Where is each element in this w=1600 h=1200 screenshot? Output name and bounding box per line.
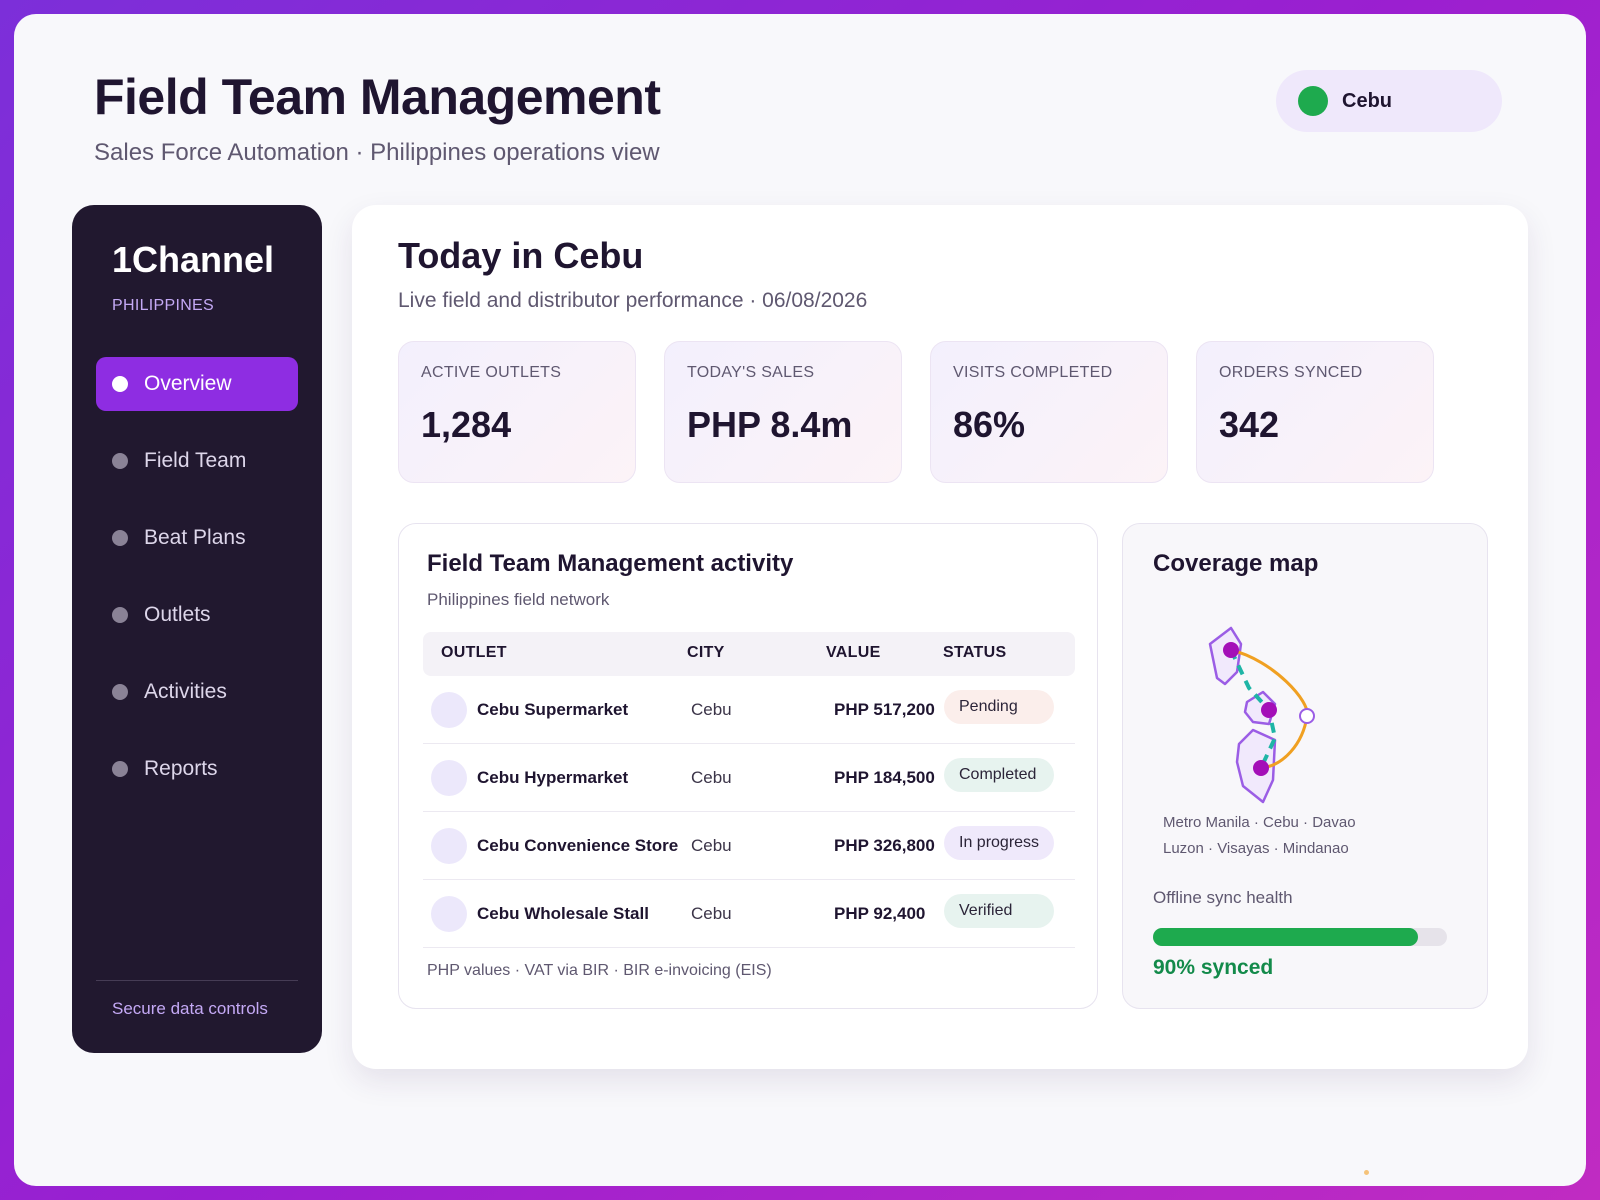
bullet-icon [112, 761, 128, 777]
city: Cebu [691, 904, 732, 923]
page-subtitle: Sales Force Automation · Philippines ope… [94, 139, 660, 166]
kpi-value: PHP 8.4m [687, 404, 853, 445]
sidebar-item-label: Outlets [144, 603, 211, 626]
activity-subtitle: Philippines field network [427, 590, 610, 609]
avatar [431, 896, 467, 932]
main-card: Today in Cebu Live field and distributor… [352, 205, 1528, 1069]
status-dot-icon [1298, 86, 1328, 116]
coverage-regions: Luzon · Visayas · Mindanao [1163, 840, 1349, 857]
table-header: OUTLET CITY VALUE STATUS [423, 632, 1075, 676]
status-badge: Pending [944, 690, 1054, 724]
kpi-label: VISITS COMPLETED [953, 364, 1113, 381]
kpi-card-orders-synced: ORDERS SYNCED 342 [1196, 341, 1434, 483]
kpi-card-todays-sales: TODAY'S SALES PHP 8.4m [664, 341, 902, 483]
page-title: Field Team Management [94, 69, 661, 125]
column-header-outlet[interactable]: OUTLET [441, 644, 507, 661]
value: PHP 184,500 [834, 768, 935, 787]
activity-panel: Field Team Management activity Philippin… [398, 523, 1098, 1009]
table-row[interactable]: Cebu Convenience Store Cebu PHP 326,800 … [423, 812, 1075, 880]
outlet-name: Cebu Wholesale Stall [477, 904, 649, 923]
sidebar-item-beat-plans[interactable]: Beat Plans [96, 511, 298, 565]
brand-country: PHILIPPINES [112, 297, 215, 314]
kpi-card-visits-completed: VISITS COMPLETED 86% [930, 341, 1168, 483]
sidebar-item-reports[interactable]: Reports [96, 742, 298, 796]
sidebar-item-outlets[interactable]: Outlets [96, 588, 298, 642]
avatar [431, 828, 467, 864]
column-header-value[interactable]: VALUE [826, 644, 881, 661]
cebu-pin[interactable] [1261, 702, 1277, 718]
city: Cebu [691, 700, 732, 719]
status-badge: Completed [944, 758, 1054, 792]
kpi-label: ORDERS SYNCED [1219, 364, 1363, 381]
sidebar-item-label: Overview [144, 372, 232, 395]
sidebar-item-overview[interactable]: Overview [96, 357, 298, 411]
sync-progress-bar [1153, 928, 1447, 946]
kpi-value: 342 [1219, 404, 1280, 445]
sidebar-item-label: Activities [144, 680, 227, 703]
sidebar-nav: Overview Field Team Beat Plans Outlets A… [96, 357, 298, 819]
region-selector[interactable]: Cebu [1276, 70, 1502, 132]
waypoint-marker[interactable] [1299, 708, 1315, 724]
secure-data-link[interactable]: Secure data controls [112, 999, 268, 1018]
city: Cebu [691, 836, 732, 855]
bullet-icon [112, 684, 128, 700]
coverage-cities: Metro Manila · Cebu · Davao [1163, 814, 1356, 831]
sync-health-label: Offline sync health [1153, 888, 1293, 907]
outlet-name: Cebu Supermarket [477, 700, 629, 719]
davao-pin[interactable] [1253, 760, 1269, 776]
sidebar-item-activities[interactable]: Activities [96, 665, 298, 719]
luzon-island-shape [1208, 626, 1243, 686]
value: PHP 92,400 [834, 904, 926, 923]
main-subtitle: Live field and distributor performance ·… [398, 289, 868, 312]
sidebar-item-label: Reports [144, 757, 218, 780]
sync-percentage: 90% synced [1153, 956, 1274, 979]
avatar [431, 692, 467, 728]
sync-progress-fill [1153, 928, 1418, 946]
kpi-label: ACTIVE OUTLETS [421, 364, 562, 381]
table-row[interactable]: Cebu Supermarket Cebu PHP 517,200 Pendin… [423, 676, 1075, 744]
bullet-icon [112, 607, 128, 623]
value: PHP 517,200 [834, 700, 935, 719]
kpi-card-active-outlets: ACTIVE OUTLETS 1,284 [398, 341, 636, 483]
column-header-city[interactable]: CITY [687, 644, 725, 661]
app-frame: Field Team Management Sales Force Automa… [14, 14, 1586, 1186]
main-title: Today in Cebu [398, 235, 644, 276]
coverage-title: Coverage map [1153, 550, 1319, 577]
bullet-icon [112, 453, 128, 469]
sidebar: 1Channel PHILIPPINES Overview Field Team… [72, 205, 322, 1053]
bullet-icon [112, 530, 128, 546]
column-header-status[interactable]: STATUS [943, 644, 1007, 661]
sidebar-item-label: Field Team [144, 449, 247, 472]
brand-logo: 1Channel [112, 239, 275, 280]
table-body: Cebu Supermarket Cebu PHP 517,200 Pendin… [423, 676, 1075, 948]
sidebar-divider [96, 980, 298, 981]
kpi-label: TODAY'S SALES [687, 364, 815, 381]
manila-pin[interactable] [1223, 642, 1239, 658]
activity-title: Field Team Management activity [427, 550, 794, 577]
kpi-row: ACTIVE OUTLETS 1,284 TODAY'S SALES PHP 8… [398, 341, 1462, 483]
outlet-name: Cebu Convenience Store [477, 836, 679, 855]
decorative-dot [1364, 1170, 1369, 1175]
table-footnote: PHP values · VAT via BIR · BIR e-invoici… [427, 962, 772, 979]
kpi-value: 1,284 [421, 404, 512, 445]
avatar [431, 760, 467, 796]
island-map-icon[interactable] [1203, 622, 1323, 812]
city: Cebu [691, 768, 732, 787]
value: PHP 326,800 [834, 836, 935, 855]
coverage-panel: Coverage map Metro Manila · Cebu · Davao… [1122, 523, 1488, 1009]
sidebar-item-label: Beat Plans [144, 526, 246, 549]
table-row[interactable]: Cebu Wholesale Stall Cebu PHP 92,400 Ver… [423, 880, 1075, 948]
status-badge: Verified [944, 894, 1054, 928]
sidebar-item-field-team[interactable]: Field Team [96, 434, 298, 488]
region-label: Cebu [1342, 89, 1392, 112]
outlet-name: Cebu Hypermarket [477, 768, 629, 787]
status-badge: In progress [944, 826, 1054, 860]
kpi-value: 86% [953, 404, 1026, 445]
table-row[interactable]: Cebu Hypermarket Cebu PHP 184,500 Comple… [423, 744, 1075, 812]
bullet-icon [112, 376, 128, 392]
